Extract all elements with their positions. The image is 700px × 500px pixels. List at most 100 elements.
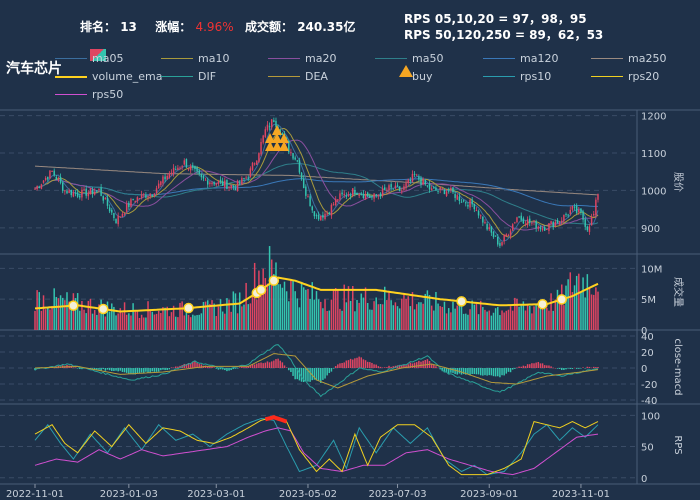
price-candle [392, 188, 395, 190]
macd-histogram-bar [198, 363, 200, 368]
volume-bar [418, 302, 420, 330]
macd-histogram-bar [292, 368, 294, 376]
macd-histogram-bar [96, 368, 98, 370]
price-candle [394, 185, 397, 189]
macd-histogram-bar [273, 360, 275, 368]
price-candle [130, 199, 132, 207]
macd-histogram-bar [597, 367, 599, 368]
volume-bar [249, 303, 252, 330]
macd-histogram-bar [356, 357, 358, 368]
candle-icon [90, 49, 106, 61]
macd-histogram-bar [172, 367, 175, 369]
volume-bar [484, 309, 486, 330]
volume-bar [509, 306, 512, 330]
price-candle [492, 231, 495, 238]
price-candle [590, 217, 593, 226]
macd-histogram-bar [215, 368, 218, 369]
macd-histogram-bar [138, 368, 141, 374]
volume-bar [360, 293, 363, 330]
price-candle [571, 205, 574, 210]
macd-histogram-bar [149, 368, 151, 373]
price-candle [183, 160, 186, 165]
macd-histogram-bar [106, 368, 109, 370]
macd-histogram-bar [76, 368, 79, 369]
rps-summary-line2: RPS 50,120,250 = 89，62，53 [404, 28, 604, 42]
price-candle [134, 201, 136, 203]
volume-bar [74, 298, 77, 330]
price-candle [398, 186, 401, 191]
volume-bar [490, 315, 493, 330]
price-candle [452, 187, 454, 193]
macd-histogram-bar [349, 358, 352, 368]
macd-histogram-bar [418, 360, 420, 368]
macd-tick-label: 20 [641, 348, 654, 359]
macd-histogram-bar [537, 362, 540, 368]
volume-bar [160, 312, 162, 330]
volume-bar [567, 279, 569, 330]
macd-histogram-bar [437, 367, 439, 369]
price-candle [215, 183, 218, 185]
price-candle [151, 194, 154, 196]
volume-bar [140, 314, 143, 330]
macd-histogram-bar [260, 362, 262, 368]
price-candle [479, 215, 482, 217]
volume-bar [204, 301, 207, 330]
volume-bar [123, 302, 126, 330]
macd-histogram-bar [206, 366, 209, 368]
volume-bar [537, 307, 540, 330]
macd-histogram-bar [115, 368, 117, 371]
macd-histogram-bar [588, 366, 591, 368]
volume-bar [392, 305, 395, 330]
volume-bar [565, 285, 567, 330]
legend-label-ma05: ma05 [92, 52, 124, 65]
price-candle [70, 189, 72, 196]
volume-bar [128, 313, 130, 330]
turnover-value: 240.35亿 [297, 20, 356, 34]
price-candle [102, 196, 104, 201]
buy-signal-arrow [272, 141, 282, 151]
volume-bar [143, 317, 145, 330]
price-candle [458, 196, 461, 201]
macd-tick-label: 40 [641, 332, 654, 343]
macd-histogram-bar [390, 366, 392, 368]
volume-bar [482, 307, 484, 330]
macd-histogram-bar [420, 361, 422, 368]
price-candle [53, 170, 55, 176]
macd-histogram-bar [360, 357, 363, 368]
price-candle [447, 190, 450, 192]
macd-histogram-bar [490, 368, 493, 376]
volume-bar [283, 281, 286, 330]
rps-tick-label: 100 [641, 411, 660, 422]
volume-bar [81, 300, 83, 330]
price-candle [236, 180, 239, 191]
legend-swatch-ma20 [268, 58, 300, 59]
price-candle [76, 192, 79, 197]
legend-label-ma10: ma10 [198, 52, 230, 65]
volume-bar [462, 313, 465, 330]
volume-bar [505, 310, 508, 330]
price-candle [83, 189, 85, 191]
volume-bar [339, 308, 341, 330]
volume-bar [507, 309, 510, 330]
volume-bar [452, 301, 454, 330]
price-candle [569, 209, 572, 214]
volume-signal-marker [268, 275, 280, 286]
price-candle [81, 189, 83, 198]
volume-bar [543, 303, 546, 330]
macd-histogram-bar [111, 368, 113, 371]
price-candle [418, 176, 420, 180]
volume-bar [401, 298, 403, 330]
volume-bar [477, 314, 480, 330]
price-candle [437, 190, 439, 192]
macd-histogram-bar [567, 368, 569, 369]
macd-histogram-bar [571, 368, 574, 369]
volume-bar [349, 300, 352, 330]
price-candle [262, 135, 264, 143]
price-candle [189, 166, 192, 171]
legend-swatch-dif [161, 76, 193, 77]
volume-bar [155, 313, 158, 330]
volume-bar [281, 287, 284, 330]
macd-histogram-bar [543, 365, 546, 368]
volume-bar [529, 305, 531, 330]
volume-bar [569, 272, 572, 330]
